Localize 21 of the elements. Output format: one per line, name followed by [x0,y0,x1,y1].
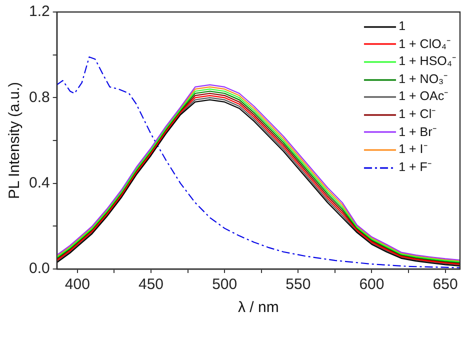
legend-label: 1 + HSO₄⁻ [398,53,456,70]
legend-label: 1 [398,18,406,35]
y-tick-label: 0.4 [28,174,50,192]
y-tick-label: 0.0 [28,260,50,278]
x-tick-label: 500 [212,276,238,294]
y-axis-title: PL Intensity (a.u.) [6,82,24,199]
legend-label: 1 + ClO₄⁻ [398,36,450,53]
legend-label: 1 + I⁻ [398,141,428,158]
x-tick-label: 550 [286,276,311,294]
legend-label: 1 + Br⁻ [398,124,436,141]
x-axis-title: λ / nm [238,299,279,316]
legend-label: 1 + OAc⁻ [398,88,448,106]
x-tick-label: 450 [138,276,164,294]
y-tick-label: 0.8 [28,88,50,106]
y-tick-label: 1.2 [28,3,50,20]
x-tick-label: 650 [432,276,458,294]
legend-label: 1 + F⁻ [398,158,432,176]
legend-label: 1 + Cl⁻ [398,106,436,123]
x-tick-label: 600 [359,276,384,294]
legend-label: 1 + NO₃⁻ [398,70,448,88]
x-tick-label: 400 [64,276,90,294]
